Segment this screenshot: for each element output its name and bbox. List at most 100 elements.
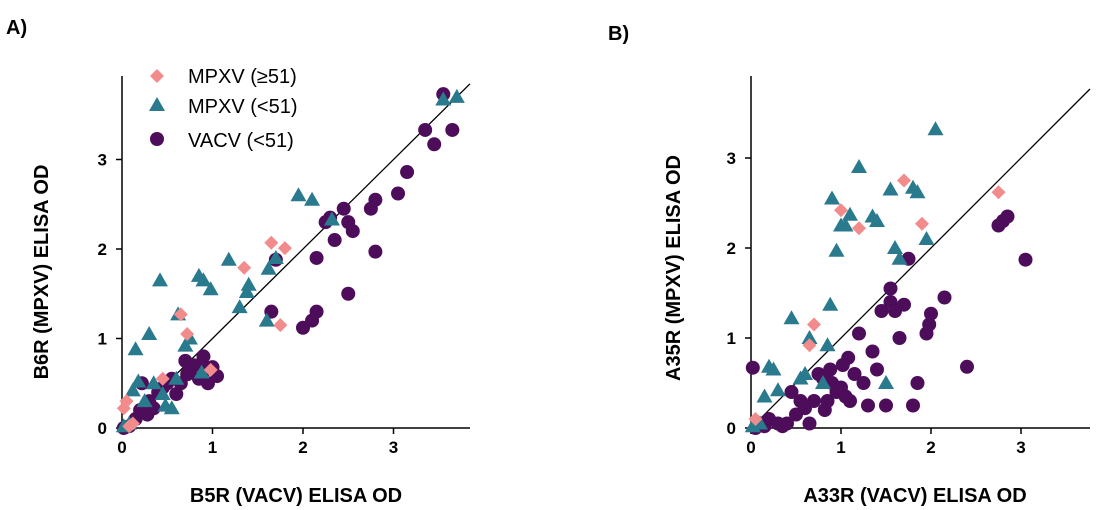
panel-b-point-mpxv-low bbox=[918, 231, 935, 245]
legend-marker-circle bbox=[150, 132, 164, 146]
panel-b-point-mpxv-low bbox=[927, 121, 944, 136]
panel-b-point-mpxv-high bbox=[802, 338, 817, 353]
panel-a-point-mpxv-low bbox=[238, 283, 255, 298]
panel-a-point-mpxv-high bbox=[264, 235, 279, 250]
panel-a-point-vacv-low bbox=[418, 122, 433, 137]
panel-a-point-mpxv-low bbox=[240, 276, 257, 291]
panel-b-point-vacv-low bbox=[883, 281, 898, 296]
panel-b-y-tick-label: 0 bbox=[727, 419, 736, 438]
legend-label-mpxv-low: MPXV (<51) bbox=[188, 96, 297, 118]
panel-b-point-mpxv-high bbox=[915, 216, 929, 231]
panel-a-point-vacv-low bbox=[309, 304, 324, 319]
panel-b-point-mpxv-low bbox=[828, 242, 845, 257]
panel-b-points bbox=[744, 121, 1033, 435]
panel-a-point-mpxv-low bbox=[220, 251, 237, 266]
panel-b-point-mpxv-low bbox=[822, 296, 839, 311]
panel-b-point-mpxv-low bbox=[851, 159, 867, 173]
panel-b-point-vacv-low bbox=[924, 306, 938, 321]
panel-b-point-vacv-low bbox=[856, 376, 871, 390]
panel-a-point-mpxv-low bbox=[193, 364, 210, 379]
panel-b-x-axis-title: A33R (VACV) ELISA OD bbox=[803, 485, 1026, 507]
panel-b-point-vacv-low bbox=[841, 350, 856, 365]
panel-b-point-mpxv-high bbox=[991, 185, 1006, 200]
panel-b-point-mpxv-low bbox=[819, 337, 836, 352]
panel-b-point-vacv-low bbox=[910, 376, 925, 390]
panel-a-x-tick-label: 2 bbox=[298, 438, 307, 457]
panel-b-point-vacv-low bbox=[870, 362, 884, 377]
panel-a-point-mpxv-high bbox=[125, 416, 140, 431]
panel-a-point-mpxv-low bbox=[145, 375, 162, 390]
panel-b-point-vacv-low bbox=[784, 385, 799, 399]
panel-a-point-mpxv-high bbox=[155, 371, 170, 386]
panel-b-point-mpxv-high bbox=[807, 317, 821, 332]
panel-b-point-vacv-low bbox=[1000, 209, 1015, 224]
panel-a-ticks: 0 1 2 3 0 1 2 3 bbox=[98, 151, 399, 458]
panel-a-axes bbox=[121, 76, 471, 429]
panel-b-point-mpxv-low bbox=[887, 240, 903, 254]
panel-a-point-mpxv-low bbox=[136, 393, 153, 408]
panel-a-point-mpxv-low bbox=[323, 211, 340, 226]
panel-b-point-mpxv-low bbox=[770, 382, 786, 397]
panel-b-point-mpxv-low bbox=[797, 366, 813, 380]
panel-a-point-mpxv-low bbox=[231, 299, 248, 314]
panel-a-point-mpxv-low bbox=[130, 373, 147, 388]
panel-b-y-tick-label: 1 bbox=[727, 329, 736, 348]
panel-b-point-mpxv-high bbox=[897, 173, 911, 188]
panel-b-point-vacv-low bbox=[802, 416, 817, 431]
panel-b-point-vacv-low bbox=[745, 360, 760, 375]
panel-a-point-mpxv-low bbox=[168, 370, 185, 385]
panel-a-point-vacv-low bbox=[400, 165, 415, 180]
panel-b-point-vacv-low bbox=[780, 416, 794, 431]
panel-b-point-mpxv-low bbox=[756, 388, 773, 403]
panel-b-y-axis-title: A35R (MPXV) ELISA OD bbox=[663, 155, 685, 381]
panel-a-point-mpxv-low bbox=[260, 260, 277, 275]
panel-a-point-vacv-low bbox=[368, 244, 383, 259]
panel-b-point-mpxv-low bbox=[869, 213, 885, 227]
panel-b-point-mpxv-low bbox=[842, 206, 858, 221]
panel-a-point-vacv-low bbox=[427, 137, 442, 152]
panel-b-point-vacv-low bbox=[897, 297, 911, 312]
panel-b-point-mpxv-low bbox=[815, 375, 831, 389]
panel-b-point-mpxv-low bbox=[801, 330, 818, 344]
legend-label-mpxv-high: MPXV (≥51) bbox=[188, 66, 297, 88]
panel-a-point-mpxv-low bbox=[258, 312, 275, 327]
panel-a-point-vacv-low bbox=[336, 201, 351, 216]
panel-a-point-vacv-low bbox=[327, 233, 342, 248]
legend-item-mpxv-high: MPXV (≥51) bbox=[150, 66, 297, 88]
panel-b-point-mpxv-low bbox=[878, 375, 894, 389]
panel-a-point-vacv-low bbox=[345, 224, 360, 239]
panel-a-point-vacv-low bbox=[341, 286, 356, 301]
panel-a-point-mpxv-low bbox=[290, 187, 307, 202]
legend: MPXV (≥51) MPXV (<51) VACV (<51) bbox=[149, 66, 297, 152]
panel-b-point-vacv-low bbox=[879, 398, 893, 413]
panel-a-y-axis-title: B6R (MPXV) ELISA OD bbox=[31, 165, 53, 380]
panel-a-point-mpxv-low bbox=[435, 91, 452, 106]
legend-item-vacv-low: VACV (<51) bbox=[150, 130, 294, 152]
panel-a-x-tick-label: 0 bbox=[117, 438, 126, 457]
panel-a-point-vacv-low bbox=[368, 192, 383, 207]
panel-a-point-vacv-low bbox=[169, 386, 184, 401]
panel-b-point-vacv-low bbox=[960, 359, 974, 374]
panel-a-point-vacv-low bbox=[196, 349, 211, 364]
panel-a-y-tick-label: 0 bbox=[98, 419, 107, 438]
panel-b-point-mpxv-low bbox=[882, 181, 899, 196]
panel-b-y-tick-label: 3 bbox=[727, 149, 736, 168]
panel-a-x-axis-title: B5R (VACV) ELISA OD bbox=[190, 485, 402, 507]
panel-a-y-tick-label: 2 bbox=[98, 240, 107, 259]
panel-a-point-mpxv-low bbox=[448, 88, 465, 103]
panel-b-x-tick-label: 1 bbox=[836, 438, 845, 457]
panel-b-point-mpxv-high bbox=[748, 412, 763, 426]
panel-b-y-tick-label: 2 bbox=[727, 239, 736, 258]
panel-b-point-vacv-low bbox=[922, 317, 937, 332]
panel-a-point-mpxv-high bbox=[173, 307, 188, 322]
panel-b-point-vacv-low bbox=[820, 394, 835, 408]
panel-a-point-mpxv-low bbox=[177, 337, 194, 352]
panel-b-point-mpxv-low bbox=[752, 415, 768, 430]
panel-b-point-vacv-low bbox=[865, 344, 880, 359]
panel-b-x-tick-label: 3 bbox=[1016, 438, 1025, 457]
panel-b-point-mpxv-low bbox=[765, 361, 782, 376]
panel-b-point-vacv-low bbox=[892, 331, 907, 345]
panel-a-point-mpxv-high bbox=[203, 362, 218, 377]
panel-b-point-vacv-low bbox=[843, 394, 857, 408]
